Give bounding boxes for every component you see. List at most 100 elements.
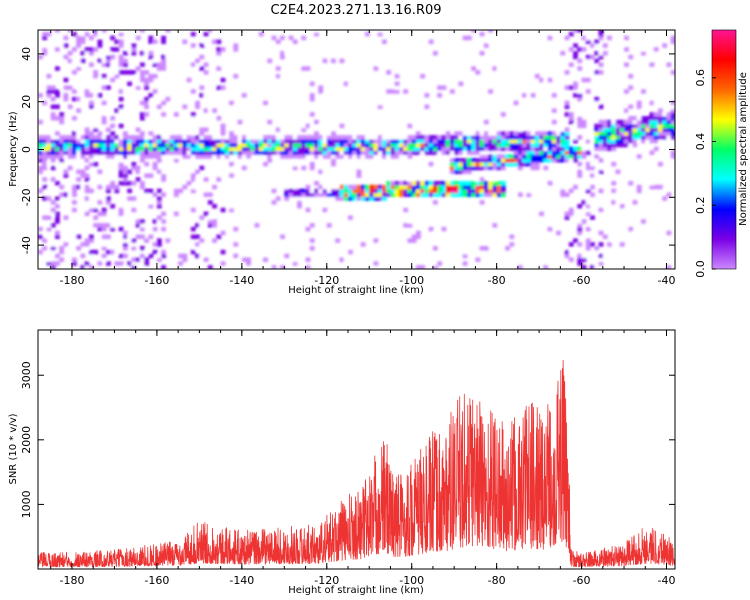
heatmap-cell [373, 188, 379, 194]
heatmap-cell [309, 192, 315, 197]
heatmap-cell [280, 135, 285, 140]
heatmap-cell [364, 196, 370, 201]
heatmap-cell [522, 93, 527, 98]
heatmap-cell [568, 211, 574, 217]
heatmap-cell [190, 89, 196, 94]
heatmap-cell [403, 142, 409, 148]
heatmap-cell [577, 242, 583, 247]
heatmap-cell [670, 100, 675, 106]
heatmap-cell [322, 43, 328, 48]
heatmap-cell [54, 146, 60, 152]
heatmap-cell [76, 184, 82, 190]
heatmap-cell [71, 47, 77, 52]
heatmap-cell [280, 127, 285, 132]
heatmap-cell [139, 138, 145, 144]
heatmap-cell [437, 135, 443, 140]
heatmap-cell [369, 146, 375, 152]
heatmap-cell [564, 138, 570, 144]
heatmap-cell [122, 169, 128, 174]
heatmap-cell [71, 150, 77, 155]
heatmap-cell [543, 100, 549, 106]
heatmap-cell [394, 73, 400, 79]
heatmap-cell [407, 200, 413, 205]
heatmap-cell [483, 188, 489, 194]
heatmap-cell [394, 192, 400, 197]
heatmap-cell [445, 253, 451, 259]
heatmap-cell [88, 161, 94, 167]
heatmap-cell [280, 81, 285, 87]
heatmap-cell [403, 188, 409, 194]
heatmap-cell [67, 51, 73, 56]
heatmap-cell [93, 135, 99, 140]
heatmap-cell [449, 138, 455, 144]
heatmap-cell [560, 51, 566, 56]
heatmap-cell [590, 146, 595, 152]
heatmap-cell [556, 146, 561, 152]
heatmap-cell [636, 154, 642, 159]
spectrogram-x-ticks: -180 -160 -140 -120 -100 -80 -60 -40 [50, 30, 675, 287]
heatmap-cell [97, 30, 103, 33]
heatmap-cell [110, 203, 116, 209]
heatmap-cell [670, 112, 675, 117]
heatmap-cell [607, 146, 612, 152]
heatmap-cell [662, 188, 668, 194]
heatmap-cell [454, 188, 460, 194]
heatmap-cell [551, 150, 557, 155]
heatmap-cell [547, 261, 553, 266]
heatmap-cell [161, 249, 166, 255]
heatmap-cell [339, 58, 345, 64]
heatmap-cell [195, 142, 200, 148]
heatmap-cell [513, 135, 519, 140]
heatmap-cell [178, 66, 183, 71]
heatmap-cell [161, 135, 166, 140]
heatmap-cell [500, 181, 506, 186]
heatmap-cell [326, 196, 332, 201]
heatmap-cell [645, 127, 651, 132]
heatmap-cell [301, 123, 307, 129]
heatmap-cell [114, 184, 120, 190]
heatmap-cell [649, 138, 655, 144]
heatmap-cell [488, 211, 493, 217]
heatmap-cell [135, 154, 141, 159]
heatmap-cell [551, 30, 557, 33]
heatmap-cell [301, 127, 307, 132]
heatmap-cell [585, 226, 591, 232]
heatmap-cell [343, 234, 349, 240]
heatmap-cell [556, 150, 561, 155]
heatmap-cell [93, 150, 99, 155]
heatmap-cell [428, 211, 434, 217]
heatmap-cell [607, 242, 612, 247]
heatmap-cell [84, 211, 90, 217]
heatmap-cell [284, 192, 290, 197]
heatmap-cell [636, 104, 642, 109]
heatmap-cell [496, 181, 502, 186]
heatmap-cell [666, 116, 672, 121]
heatmap-cell [585, 211, 591, 217]
heatmap-cell [445, 188, 451, 194]
heatmap-cell [148, 73, 154, 79]
heatmap-cell [483, 181, 489, 186]
heatmap-cell [509, 226, 515, 232]
heatmap-cell [381, 242, 387, 247]
heatmap-cell [314, 58, 319, 64]
heatmap-cell [305, 146, 311, 152]
heatmap-cell [309, 123, 315, 129]
heatmap-cell [131, 246, 137, 251]
heatmap-cell [118, 123, 124, 129]
heatmap-cell [161, 146, 166, 152]
heatmap-cell [441, 85, 447, 90]
heatmap-cell [110, 35, 116, 41]
heatmap-cell [513, 154, 519, 159]
heatmap-cell [135, 135, 141, 140]
heatmap-cell [288, 51, 294, 56]
heatmap-cell [560, 127, 566, 132]
heatmap-cell [373, 196, 379, 201]
heatmap-cell [165, 142, 171, 148]
heatmap-cell [173, 135, 179, 140]
heatmap-cell [59, 119, 65, 125]
heatmap-cell [173, 43, 179, 48]
heatmap-cell [479, 150, 485, 155]
heatmap-cell [97, 265, 103, 269]
heatmap-cell [432, 51, 438, 56]
heatmap-cell [271, 43, 277, 48]
